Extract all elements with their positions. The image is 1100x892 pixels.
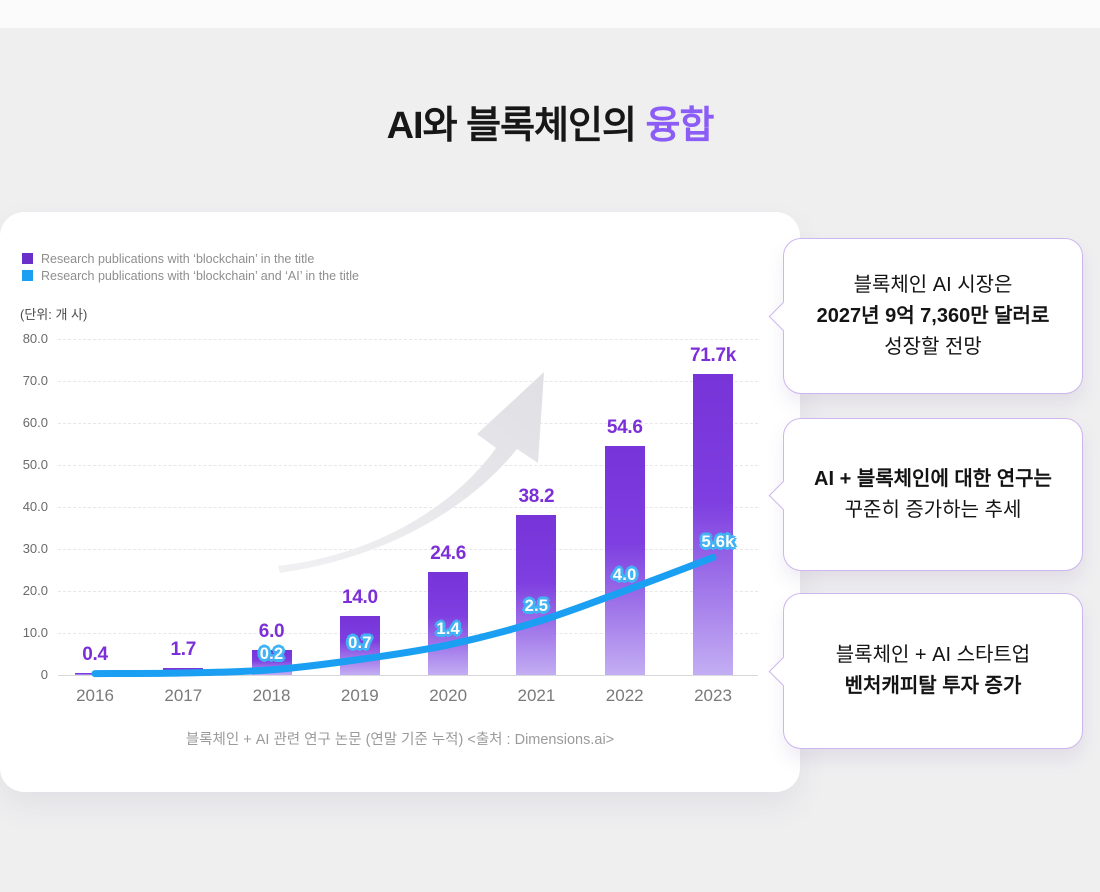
callout-text-line: AI + 블록체인에 대한 연구는 [814,467,1052,490]
line-value-label: 1.4 [436,619,460,638]
legend-swatch-icon [22,253,33,264]
legend-label: Research publications with ‘blockchain’ … [41,268,359,283]
unit-label: (단위: 개 사) [20,307,88,322]
line-value-label: 0.7 [348,634,372,653]
bar-value-label: 6.0 [258,620,285,642]
callout-text-line: 벤처캐피탈 투자 증가 [844,675,1022,697]
x-axis-label: 2023 [694,686,732,705]
bar-2016 [75,673,115,675]
gridline-80.0 [58,339,758,340]
bar-2022 [604,445,645,675]
growth-arrow-icon [278,372,544,573]
page-title-accent: 융합 [645,105,714,147]
chart-card: Research publications with ‘blockchain’ … [0,212,800,792]
x-axis-label: 2018 [252,686,291,705]
bar-2017 [163,667,204,675]
bar-value-label: 1.7 [170,638,197,660]
bar-value-label: 0.4 [82,644,108,665]
y-axis-tick: 70.0 [22,373,48,388]
gridline-30.0 [58,549,758,550]
y-axis-tick: 40.0 [22,499,48,514]
callout-text-line: 블록체인 AI 시장은 [853,273,1013,296]
y-axis-tick: 50.0 [22,457,48,472]
gridline-70.0 [58,381,758,382]
x-axis-label: 2022 [605,686,644,705]
bar-value-label: 54.6 [606,416,643,438]
bar-value-label: 24.6 [430,542,467,564]
x-axis-label: 2017 [164,686,203,705]
line-value-label: 5.6k [701,532,735,551]
line-value-label: 2.5 [524,597,549,615]
y-axis-tick: 80.0 [22,331,48,346]
gridline-20.0 [58,591,758,592]
x-axis-label: 2019 [340,686,379,705]
legend: Research publications with ‘blockchain’ … [22,250,359,284]
gridline-40.0 [58,507,758,508]
y-axis-tick: 0 [40,667,48,682]
x-axis-label: 2016 [76,686,114,705]
page-title-text: AI와 블록체인의 [386,105,646,147]
bar-value-label: 71.7k [689,344,737,366]
chart-caption: 블록체인 + AI 관련 연구 논문 (연말 기준 누적) <출처 : Dime… [185,732,615,748]
gridline-50.0 [58,465,758,466]
bar-2021 [516,514,557,675]
x-axis-label: 2021 [517,686,556,705]
legend-label: Research publications with ‘blockchain’ … [41,251,315,266]
top-strip [0,0,1100,28]
callout-text-line: 꾸준히 증가하는 추세 [844,498,1022,521]
bar-value-label: 38.2 [518,485,555,507]
x-axis-label: 2020 [429,686,468,705]
y-axis-tick: 20.0 [22,583,48,598]
y-axis-tick: 30.0 [22,541,48,556]
page-title: AI와 블록체인의 융합 [0,94,1100,149]
line-value-label: 0.2 [259,644,284,663]
legend-item: Research publications with ‘blockchain’ … [22,267,359,284]
y-axis-tick: 60.0 [22,415,48,430]
callout-text-line: 2027년 9억 7,360만 달러로 [816,304,1050,327]
line-value-label: 4.0 [612,565,637,584]
bar-2023 [693,373,733,675]
legend-item: Research publications with ‘blockchain’ … [22,250,359,267]
callout-text-line: 성장할 전망 [884,335,982,358]
y-axis-tick: 10.0 [22,625,48,640]
callout-text-line: 블록체인 + AI 스타트업 [835,644,1031,666]
gridline-60.0 [58,423,758,424]
legend-swatch-icon [22,270,33,281]
bar-value-label: 14.0 [341,587,378,609]
gridline-0 [58,675,758,676]
